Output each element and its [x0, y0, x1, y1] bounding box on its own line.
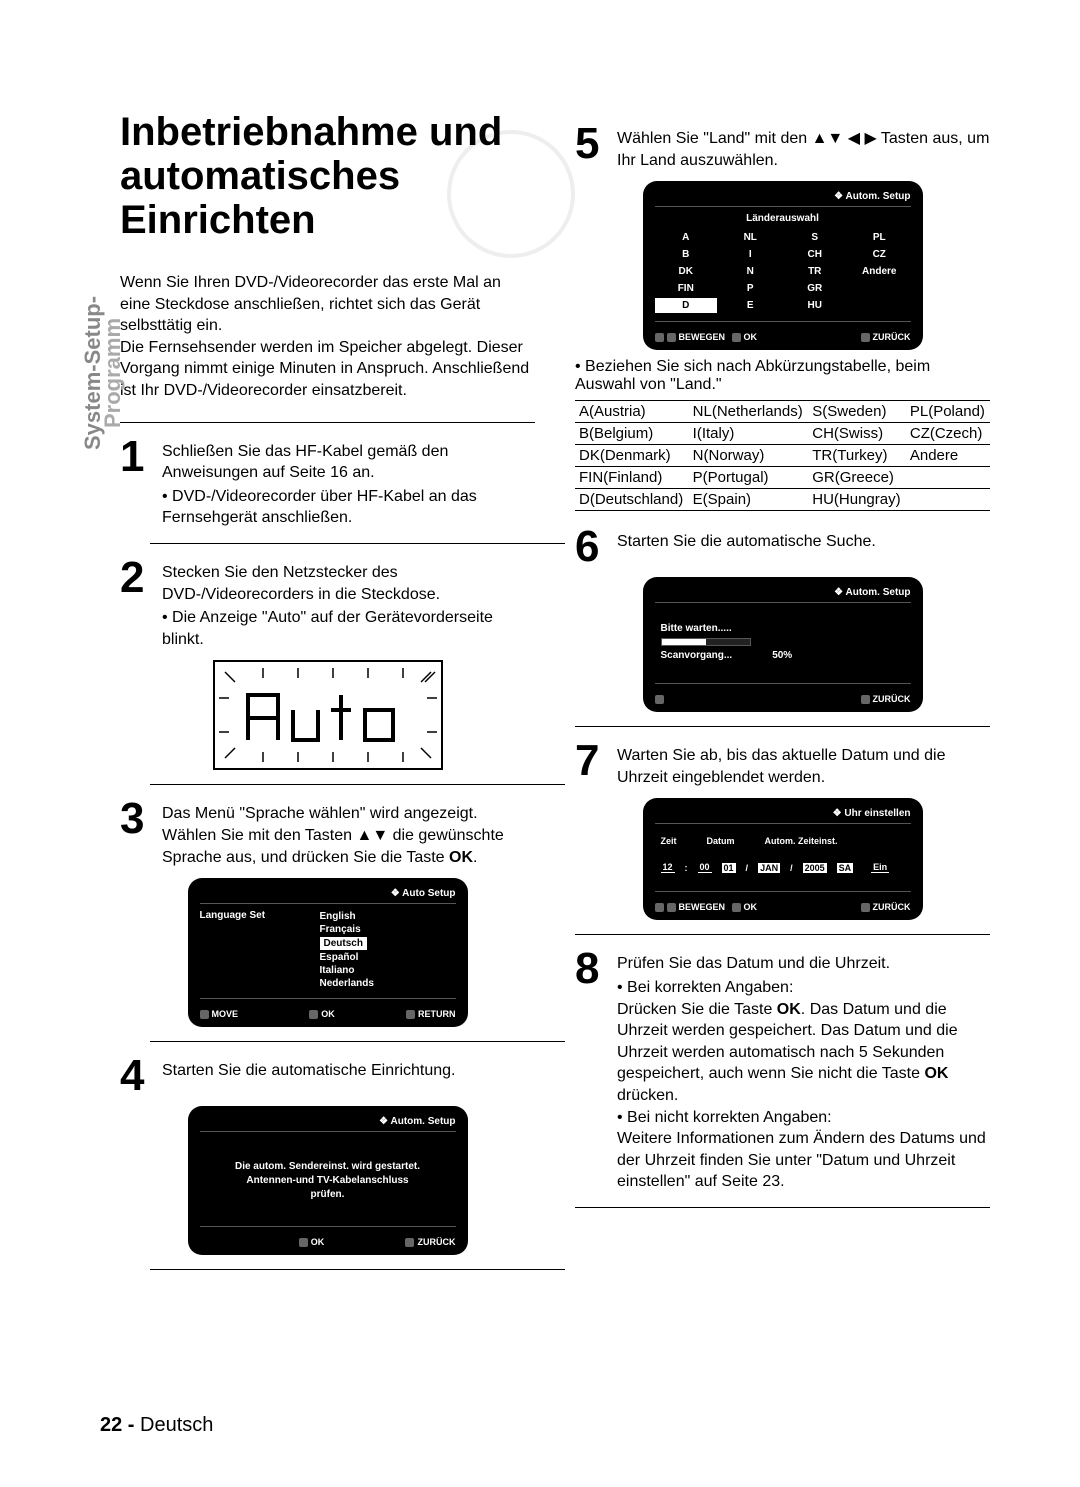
step-number: 3	[120, 799, 162, 868]
tab-line2: Programm	[102, 296, 124, 450]
page-lang: Deutsch	[140, 1414, 213, 1436]
foot-return: ZURÜCK	[861, 694, 911, 704]
step-4: 4 Starten Sie die automatische Einrichtu…	[120, 1056, 535, 1096]
page-number: 22 -	[100, 1414, 134, 1436]
foot-return: RETURN	[406, 1009, 456, 1019]
auto-display	[213, 660, 443, 770]
step-5: 5 Wählen Sie "Land" mit den ▲▼ ◀ ▶ Taste…	[575, 124, 990, 171]
osd-language: Auto Setup Language Set English Français…	[188, 878, 468, 1027]
abbr-table: A(Austria)NL(Netherlands)S(Sweden)PL(Pol…	[575, 400, 990, 511]
country-note: Beziehen Sie sich nach Abkürzungstabelle…	[575, 358, 930, 393]
right-column: 5 Wählen Sie "Land" mit den ▲▼ ◀ ▶ Taste…	[575, 110, 990, 1284]
step-bullet: DVD-/Videorecorder über HF-Kabel an das …	[162, 486, 535, 529]
osd-title: Autom. Setup	[200, 1116, 456, 1127]
osd-scan: Autom. Setup Bitte warten..... Scanvorga…	[643, 577, 923, 712]
osd-title: Autom. Setup	[655, 587, 911, 598]
step-number: 6	[575, 527, 617, 567]
step-7: 7 Warten Sie ab, bis das aktuelle Datum …	[575, 741, 990, 788]
foot-ok: OK	[299, 1237, 325, 1247]
section-tab: System-Setup- Programm	[82, 296, 124, 450]
osd-title: Autom. Setup	[655, 191, 911, 202]
step-text: Starten Sie die automatische Einrichtung…	[162, 1062, 456, 1079]
step-1: 1 Schließen Sie das HF-Kabel gemäß den A…	[120, 437, 535, 529]
ok-label: OK	[449, 849, 473, 866]
step-2: 2 Stecken Sie den Netzstecker des DVD-/V…	[120, 558, 535, 650]
step-number: 2	[120, 558, 162, 650]
lang-set-label: Language Set	[200, 910, 290, 990]
intro-text: Wenn Sie Ihren DVD-/Videorecorder das er…	[120, 272, 535, 402]
step-text: Schließen Sie das HF-Kabel gemäß den Anw…	[162, 443, 448, 482]
step-number: 4	[120, 1056, 162, 1096]
progress-value: 50%	[772, 650, 792, 661]
step-number: 7	[575, 741, 617, 788]
step-6: 6 Starten Sie die automatische Suche.	[575, 527, 990, 567]
foot-return: ZURÜCK	[405, 1237, 455, 1247]
step-text: Wählen Sie "Land" mit den ▲▼ ◀ ▶ Tasten …	[617, 130, 989, 169]
country-grid: ANLSPLBICHCZDKNTRAndereFINPGRDEHU	[655, 230, 911, 313]
progress-bar	[661, 638, 751, 646]
step-3: 3 Das Menü "Sprache wählen" wird angezei…	[120, 799, 535, 868]
step-text: Starten Sie die automatische Suche.	[617, 533, 876, 550]
step-8: 8 Prüfen Sie das Datum und die Uhrzeit. …	[575, 949, 990, 1193]
left-column: Inbetriebnahme und automatisches Einrich…	[90, 110, 535, 1284]
progress-label: Scanvorgang...	[661, 650, 733, 661]
step-number: 5	[575, 124, 617, 171]
step-number: 1	[120, 437, 162, 529]
step-text: Warten Sie ab, bis das aktuelle Datum un…	[617, 747, 945, 786]
osd-time: Uhr einstellen Zeit Datum Autom. Zeitein…	[643, 798, 923, 920]
wait-text: Bitte warten.....	[661, 623, 905, 634]
page-footer: 22 - Deutsch	[100, 1414, 213, 1437]
osd-title: Auto Setup	[200, 888, 456, 899]
step-text: Stecken Sie den Netzstecker des DVD-/Vid…	[162, 564, 440, 603]
step-bullet: Die Anzeige "Auto" auf der Gerätevorders…	[162, 607, 535, 650]
step-number: 8	[575, 949, 617, 1193]
step-text-a: Das Menü "Sprache wählen" wird angezeigt…	[162, 805, 478, 822]
foot-return: ZURÜCK	[861, 332, 911, 342]
osd-title: Uhr einstellen	[655, 808, 911, 819]
foot-ok: OK	[309, 1009, 335, 1019]
page-title: Inbetriebnahme und automatisches Einrich…	[120, 110, 505, 242]
osd-autosetup: Autom. Setup Die autom. Sendereinst. wir…	[188, 1106, 468, 1255]
step-text: Prüfen Sie das Datum und die Uhrzeit.	[617, 955, 890, 972]
lang-list: English Français Deutsch Español Italian…	[320, 910, 456, 990]
country-header: Länderauswahl	[655, 213, 911, 224]
osd-country: Autom. Setup Länderauswahl ANLSPLBICHCZD…	[643, 181, 923, 350]
foot-move: MOVE	[200, 1009, 239, 1019]
foot-return: ZURÜCK	[861, 902, 911, 912]
